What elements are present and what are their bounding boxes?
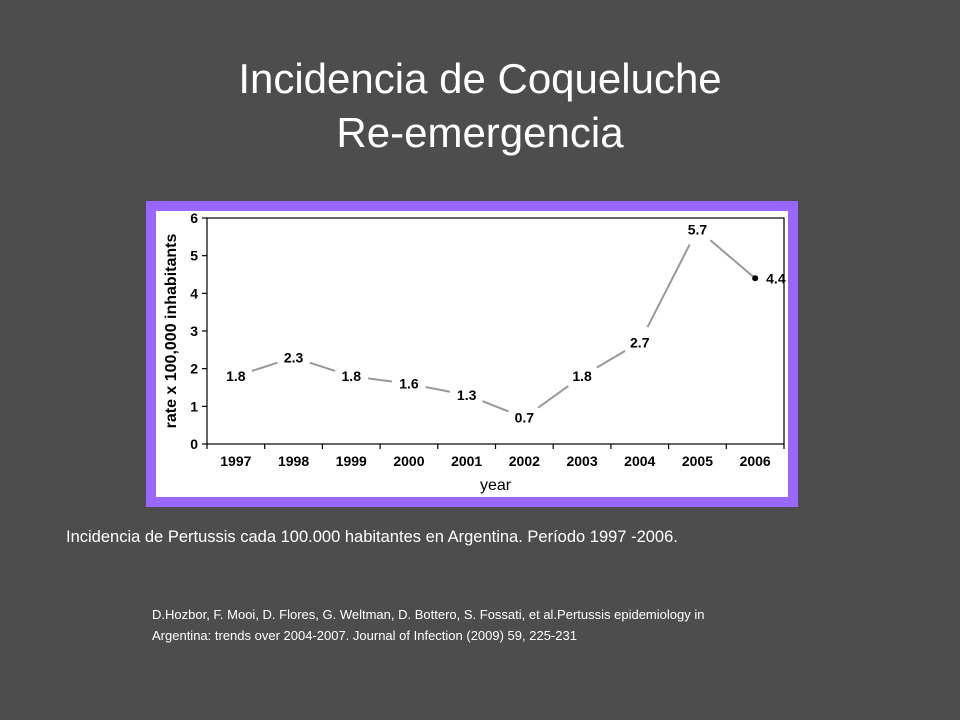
- data-value-label: 1.8: [226, 368, 246, 384]
- data-value-label: 4.4: [766, 270, 786, 286]
- citation: D.Hozbor, F. Mooi, D. Flores, G. Weltman…: [152, 604, 852, 646]
- y-tick-label: 1: [190, 398, 198, 414]
- data-value-label: 1.8: [572, 368, 592, 384]
- data-value-label: 1.6: [399, 376, 419, 392]
- y-tick-label: 2: [190, 361, 198, 377]
- series-line-segment: [709, 239, 755, 278]
- x-tick-label: 2001: [451, 453, 482, 469]
- y-tick-label: 3: [190, 323, 198, 339]
- series-line-segment: [537, 385, 569, 409]
- y-tick-label: 0: [190, 436, 198, 452]
- x-tick-label: 2003: [566, 453, 597, 469]
- title-line-1: Incidencia de Coqueluche: [238, 55, 722, 102]
- y-tick-label: 5: [190, 248, 198, 264]
- x-tick-label: 2006: [740, 453, 771, 469]
- x-tick-label: 1998: [278, 453, 309, 469]
- data-value-label: 2.3: [284, 349, 304, 365]
- incidence-line-chart: 0 1 2 3 4 5 6 1997 1998 1999 2000 2001 2002 2003 2004 2…: [163, 211, 786, 494]
- data-value-label: 0.7: [515, 410, 535, 426]
- citation-line-1: D.Hozbor, F. Mooi, D. Flores, G. Weltman…: [152, 607, 705, 622]
- citation-line-2: Argentina: trends over 2004-2007. Journa…: [152, 628, 577, 643]
- chart-frame: 0 1 2 3 4 5 6 1997 1998 1999 2000 2001 2002 2003 2004 2…: [146, 201, 798, 507]
- x-tick-label: 1997: [220, 453, 251, 469]
- slide-title: Incidencia de Coqueluche Re-emergencia: [0, 52, 960, 160]
- data-point-marker: [752, 275, 759, 282]
- y-tick-label: 4: [190, 285, 198, 301]
- y-axis-title: rate x 100,000 inhabitants: [163, 234, 180, 429]
- x-axis-title: year: [480, 477, 512, 494]
- x-tick-label: 1999: [336, 453, 367, 469]
- plot-area-frame: [206, 217, 785, 445]
- x-tick-label: 2005: [682, 453, 713, 469]
- x-tick-label: 2000: [393, 453, 424, 469]
- series-line-segment: [596, 350, 626, 369]
- x-tick-label: 2004: [624, 453, 655, 469]
- x-tick-label: 2002: [509, 453, 540, 469]
- data-value-label: 1.3: [457, 387, 477, 403]
- title-line-2: Re-emergencia: [336, 109, 624, 156]
- data-value-label: 5.7: [688, 221, 708, 237]
- data-value-label: 2.7: [630, 334, 650, 350]
- series-line-segment: [482, 400, 509, 413]
- series-line-segment: [309, 361, 336, 372]
- y-tick-label: 6: [190, 211, 198, 226]
- series-line-segment: [367, 377, 393, 383]
- data-value-label: 1.8: [342, 368, 362, 384]
- series-line-segment: [251, 361, 278, 372]
- chart-panel: 0 1 2 3 4 5 6 1997 1998 1999 2000 2001 2002 2003 2004 2…: [156, 211, 788, 497]
- series-line-segment: [646, 243, 691, 328]
- chart-caption: Incidencia de Pertussis cada 100.000 hab…: [66, 528, 678, 546]
- series-line-segment: [425, 386, 451, 393]
